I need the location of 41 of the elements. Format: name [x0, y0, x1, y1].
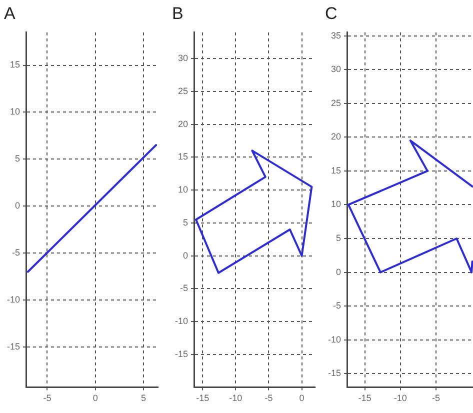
y-tick-label: -5	[12, 247, 20, 258]
y-tick-label: -5	[332, 300, 342, 311]
x-tick-label: -15	[358, 393, 372, 404]
y-tick-label: 0	[336, 266, 342, 277]
y-tick-label: 5	[14, 154, 20, 164]
x-tick-label: -5	[264, 393, 273, 404]
y-tick-label: 10	[10, 106, 20, 117]
y-tick-label: -10	[328, 334, 342, 344]
y-tick-label: -10	[6, 294, 20, 304]
chart-title: A	[4, 4, 16, 23]
chart-title: B	[172, 4, 184, 23]
y-tick-label: -15	[6, 341, 20, 352]
y-tick-label: -10	[174, 316, 188, 326]
x-tick-label: -10	[394, 393, 407, 404]
x-tick-label: 0	[299, 393, 304, 404]
y-tick-label: 10	[178, 184, 188, 195]
y-tick-label: 15	[330, 165, 342, 176]
y-tick-label: 5	[336, 233, 342, 244]
y-tick-label: 15	[178, 152, 188, 162]
y-tick-label: 20	[330, 132, 342, 142]
x-tick-label: -5	[432, 393, 440, 404]
y-tick-label: 30	[178, 53, 188, 64]
y-tick-label: 15	[10, 60, 20, 70]
x-tick-label: 5	[141, 393, 146, 404]
y-tick-label: 30	[330, 64, 342, 74]
y-tick-label: 35	[330, 30, 342, 40]
y-tick-label: -5	[180, 283, 188, 294]
y-tick-label: -15	[174, 348, 188, 359]
x-tick-label: -10	[229, 393, 242, 404]
x-tick-label: -15	[196, 393, 210, 404]
y-tick-label: 10	[330, 199, 342, 210]
y-tick-label: 5	[182, 217, 188, 228]
chart-title: C	[325, 4, 338, 23]
y-tick-label: 20	[178, 118, 188, 129]
x-tick-label: 0	[92, 393, 98, 404]
y-tick-label: 0	[182, 250, 188, 260]
y-tick-label: -15	[328, 368, 342, 378]
y-tick-label: 25	[178, 86, 188, 96]
y-tick-label: 25	[330, 98, 342, 108]
y-tick-label: 0	[14, 200, 20, 211]
x-tick-label: -5	[43, 393, 52, 404]
